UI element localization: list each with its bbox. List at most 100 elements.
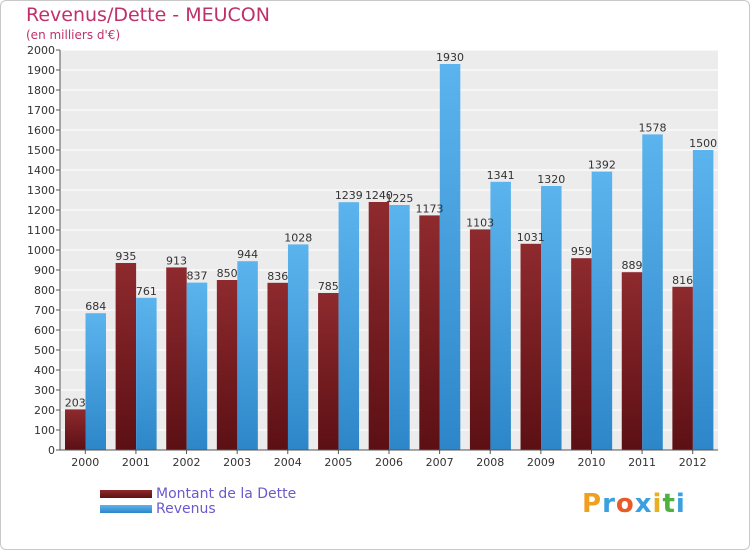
logo-letter: i [652, 489, 663, 519]
data-label-dette: 889 [622, 259, 643, 272]
y-tick-label: 700 [34, 304, 55, 317]
legend-label-dette: Montant de la Dette [156, 485, 297, 502]
x-tick-label: 2012 [679, 456, 707, 469]
logo-letter: i [675, 489, 686, 519]
data-label-revenus: 1028 [284, 231, 312, 244]
y-tick-label: 1500 [27, 144, 55, 157]
x-tick-label: 2000 [71, 456, 99, 469]
legend-item-revenus: Revenus [100, 501, 296, 517]
logo-letter: o [615, 489, 635, 519]
legend-swatch-revenus [100, 504, 152, 513]
data-label-dette: 935 [115, 250, 136, 263]
chart-subtitle: (en milliers d'€) [26, 28, 121, 42]
data-label-dette: 1240 [365, 189, 393, 202]
x-tick-label: 2003 [223, 456, 251, 469]
logo-letter: P [582, 489, 603, 519]
legend-item-dette: Montant de la Dette [100, 485, 297, 502]
y-tick-label: 400 [34, 364, 55, 377]
bar-revenus [692, 150, 714, 450]
bar-dette [65, 409, 86, 450]
y-tick-label: 1400 [27, 164, 55, 177]
data-label-revenus: 944 [237, 248, 258, 261]
data-label-revenus: 837 [186, 270, 207, 283]
bar-dette [115, 263, 137, 450]
y-tick-label: 1100 [27, 224, 55, 237]
data-label-dette: 785 [318, 280, 339, 293]
bar-dette [267, 282, 288, 450]
bar-dette [318, 293, 339, 450]
bar-revenus [85, 313, 106, 450]
y-tick-label: 100 [34, 424, 55, 437]
y-tick-label: 1800 [27, 84, 55, 97]
data-label-revenus: 1500 [689, 137, 717, 150]
x-tick-label: 2011 [628, 456, 656, 469]
bar-revenus [541, 186, 562, 450]
x-tick-label: 2006 [375, 456, 403, 469]
y-tick-label: 200 [34, 404, 55, 417]
x-tick-label: 2002 [173, 456, 201, 469]
bar-dette [368, 202, 390, 450]
bar-dette [571, 258, 592, 450]
chart-legend: Montant de la Dette Revenus [100, 485, 297, 517]
y-tick-label: 1300 [27, 184, 55, 197]
x-tick-label: 2007 [426, 456, 454, 469]
x-tick-label: 2004 [274, 456, 302, 469]
chart-title: Revenus/Dette - MEUCON [26, 4, 270, 26]
proxiti-logo: Proxiti [582, 489, 686, 519]
y-tick-label: 1700 [27, 104, 55, 117]
legend-swatch-dette [100, 489, 152, 498]
bar-revenus [136, 297, 157, 450]
x-tick-label: 2008 [476, 456, 504, 469]
bar-dette [621, 272, 643, 450]
bar-revenus [389, 205, 410, 450]
data-label-dette: 836 [267, 270, 288, 283]
y-tick-label: 600 [34, 324, 55, 337]
data-label-dette: 816 [672, 274, 693, 287]
data-label-dette: 1103 [466, 216, 494, 229]
bar-revenus [490, 181, 511, 451]
y-tick-label: 800 [34, 284, 55, 297]
bar-revenus [287, 244, 309, 450]
data-label-revenus: 1930 [436, 51, 464, 64]
y-tick-label: 1200 [27, 204, 55, 217]
bar-revenus [338, 202, 360, 450]
data-label-revenus: 1225 [385, 192, 413, 205]
x-tick-label: 2009 [527, 456, 555, 469]
data-label-revenus: 1239 [335, 189, 363, 202]
y-tick-label: 1600 [27, 124, 55, 137]
bar-dette [216, 280, 238, 450]
data-label-revenus: 761 [136, 285, 157, 298]
data-label-dette: 959 [571, 245, 592, 258]
data-label-dette: 1173 [416, 202, 444, 215]
y-tick-label: 900 [34, 264, 55, 277]
x-tick-label: 2010 [577, 456, 605, 469]
y-tick-label: 500 [34, 344, 55, 357]
data-label-revenus: 1392 [588, 159, 616, 172]
data-label-dette: 1031 [517, 231, 545, 244]
bar-dette [672, 286, 693, 450]
data-label-dette: 203 [65, 396, 86, 409]
data-label-revenus: 684 [85, 300, 106, 313]
bar-dette [419, 215, 440, 450]
y-tick-label: 1000 [27, 244, 55, 257]
bar-revenus [439, 64, 461, 450]
bar-revenus [642, 134, 663, 450]
bar-revenus [591, 171, 613, 450]
y-tick-label: 1900 [27, 64, 55, 77]
data-label-revenus: 1320 [537, 173, 565, 186]
bar-dette [469, 229, 491, 450]
bar-revenus [237, 261, 258, 450]
bar-dette [166, 267, 187, 450]
logo-letter: x [634, 489, 653, 519]
data-label-revenus: 1341 [487, 169, 515, 182]
bar-revenus [186, 282, 208, 450]
x-tick-label: 2005 [324, 456, 352, 469]
bar-dette [520, 243, 542, 450]
y-tick-label: 2000 [27, 44, 55, 57]
data-label-dette: 850 [217, 267, 238, 280]
logo-letter: t [662, 489, 676, 519]
y-tick-label: 0 [48, 444, 55, 457]
data-label-revenus: 1578 [639, 121, 667, 134]
data-label-dette: 913 [166, 254, 187, 267]
